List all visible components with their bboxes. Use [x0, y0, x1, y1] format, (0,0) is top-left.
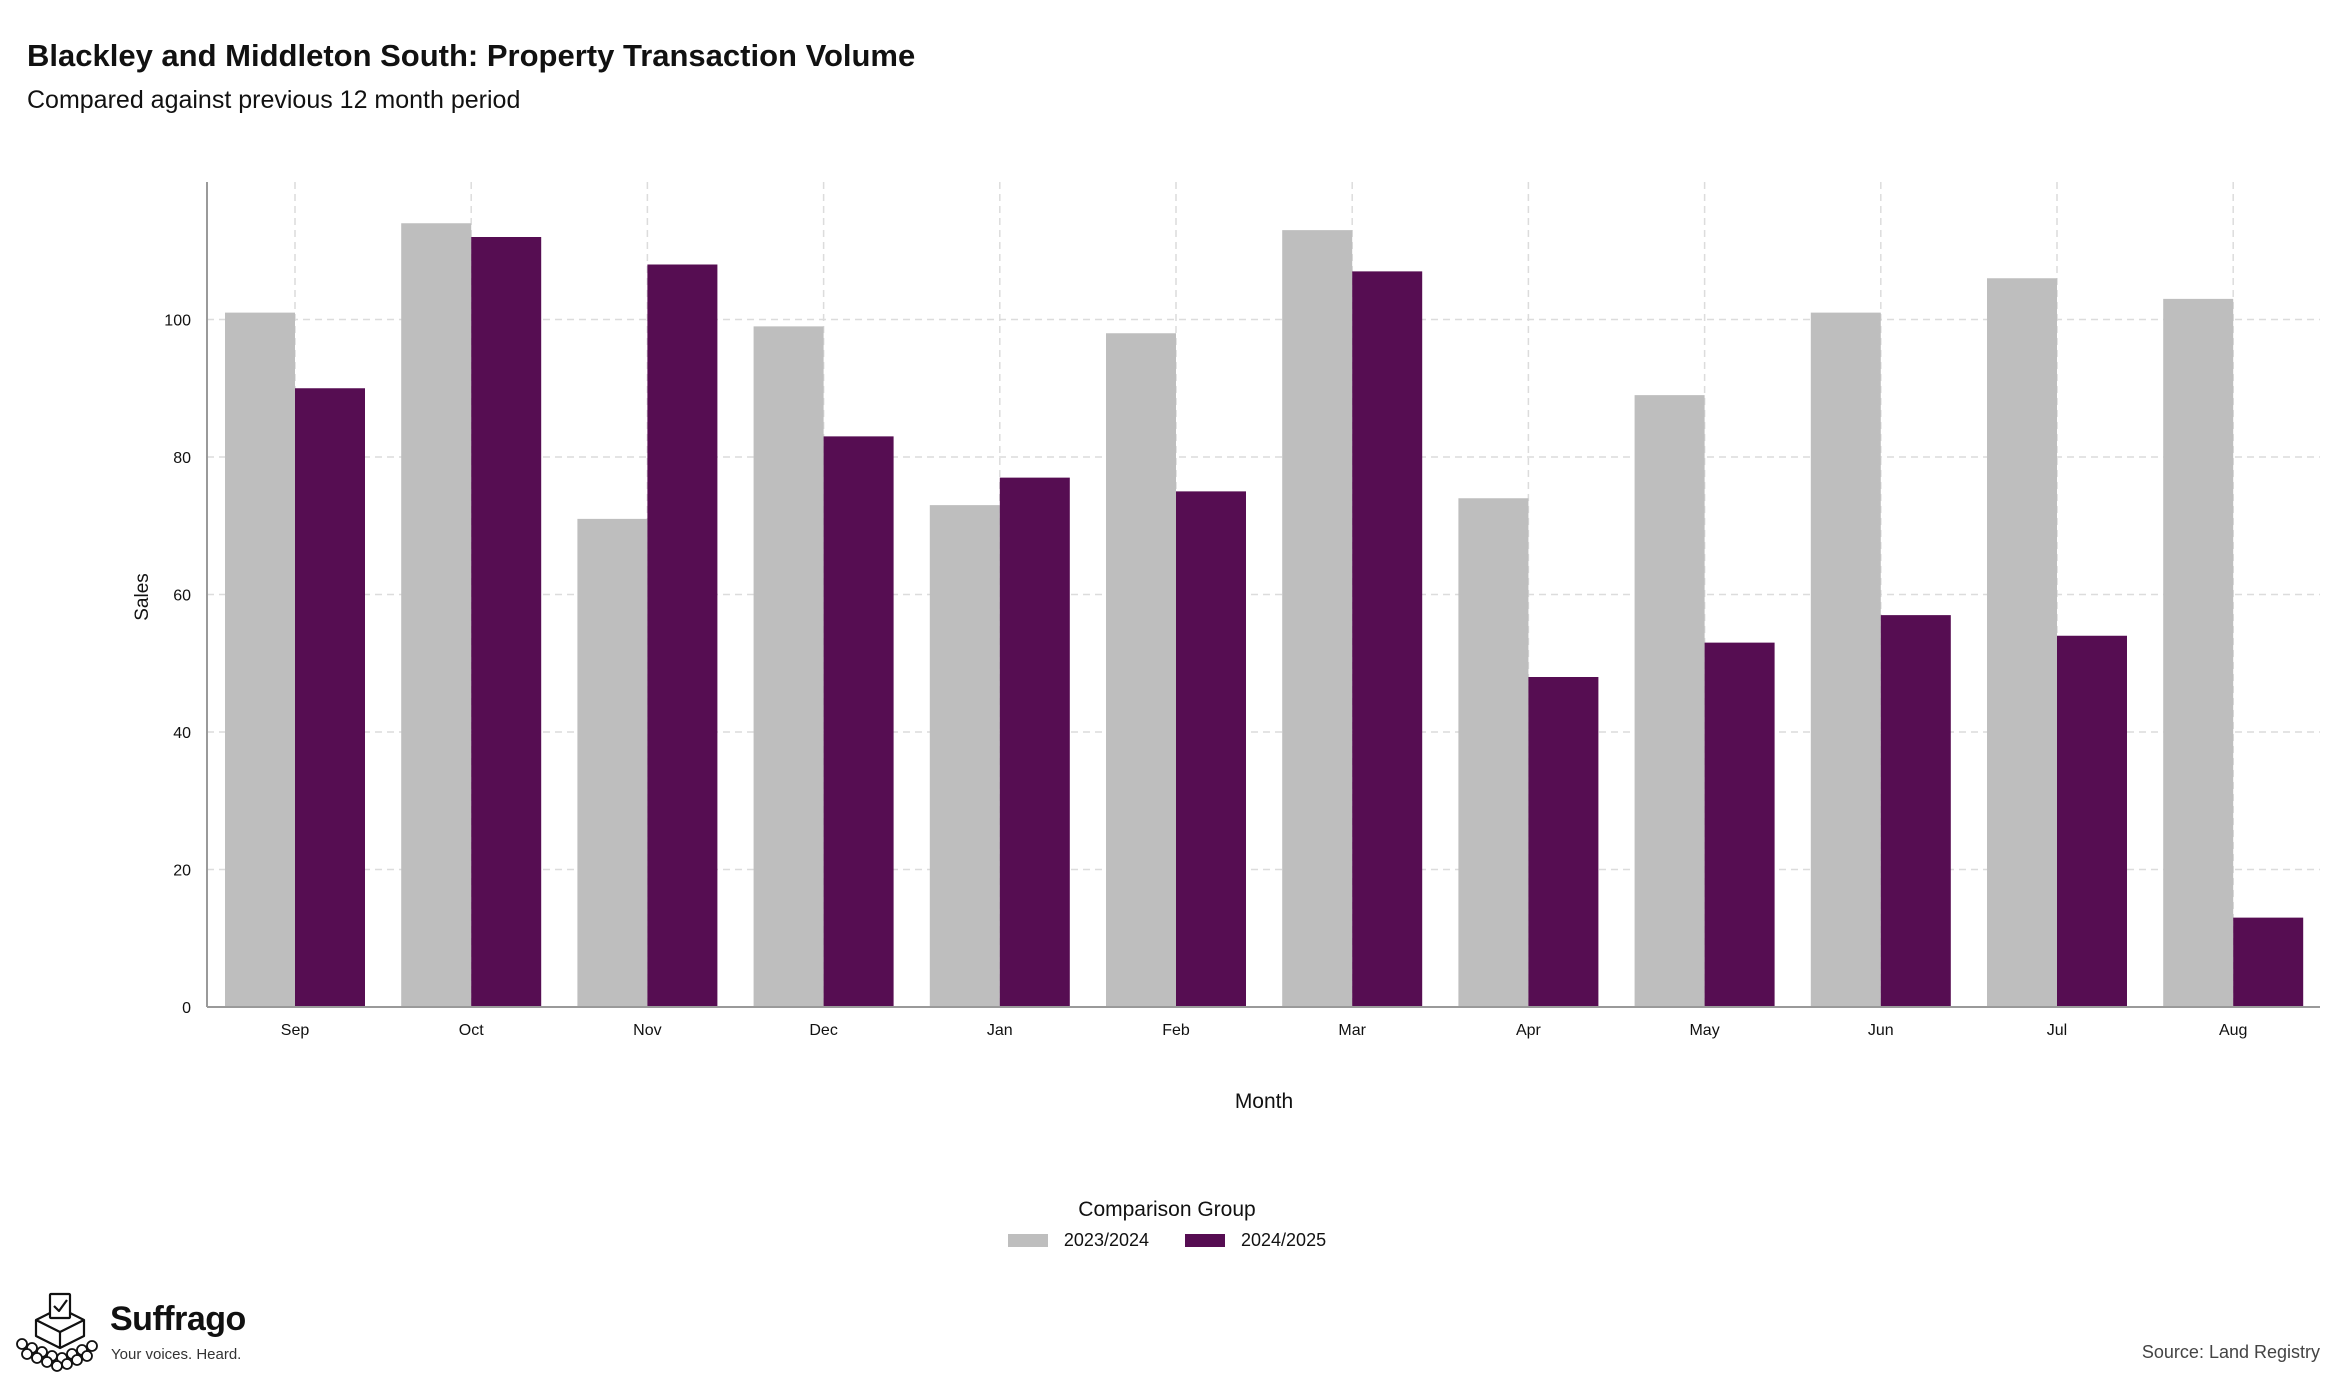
x-tick-label: Aug	[2219, 1022, 2247, 1039]
bar-chart: 0 20 40 60 80 100 Sep Oct Nov Dec Jan Feb Mar Apr May…	[132, 182, 2320, 1113]
legend-label-2023-2024: 2023/2024	[1063, 1230, 1149, 1250]
bar-2024-2025-apr	[1528, 677, 1599, 1007]
y-tick-labels: 0 20 40 60 80 100	[164, 313, 191, 1018]
bar-2023-2024-apr	[1458, 498, 1529, 1007]
x-tick-label: Oct	[459, 1022, 484, 1039]
bar-2024-2025-sep	[295, 388, 365, 1007]
x-tick-label: Sep	[281, 1022, 310, 1039]
legend-item-2024-2025: 2024/2025	[1185, 1230, 1326, 1251]
bar-2023-2024-feb	[1106, 333, 1176, 1007]
x-tick-label: Mar	[1338, 1022, 1366, 1039]
bar-2023-2024-jul	[1987, 278, 2057, 1007]
bar-2023-2024-may	[1634, 395, 1705, 1007]
chart-subtitle: Compared against previous 12 month perio…	[27, 86, 521, 114]
legend-label-2024-2025: 2024/2025	[1241, 1230, 1327, 1250]
bar-2023-2024-jun	[1810, 312, 1881, 1007]
y-tick-label: 60	[173, 588, 191, 605]
y-axis-label: Sales	[132, 573, 153, 621]
bar-2023-2024-jan	[929, 505, 1000, 1007]
bar-2024-2025-feb	[1176, 491, 1246, 1007]
bar-2024-2025-oct	[471, 237, 542, 1007]
x-tick-label: Jul	[2047, 1022, 2067, 1039]
y-tick-label: 20	[173, 863, 191, 880]
bar-2023-2024-mar	[1282, 230, 1353, 1007]
x-tick-label: Apr	[1516, 1022, 1542, 1039]
x-tick-label: Feb	[1162, 1022, 1190, 1039]
bar-2024-2025-mar	[1352, 271, 1423, 1007]
bar-2023-2024-sep	[225, 312, 295, 1007]
x-tick-label: Nov	[633, 1022, 661, 1039]
brand-name: Suffrago	[110, 1300, 246, 1338]
legend: Comparison Group 2023/2024 2024/2025	[0, 1198, 2334, 1251]
legend-item-2023-2024: 2023/2024	[1007, 1230, 1149, 1251]
y-tick-label: 40	[173, 725, 191, 742]
legend-items: 2023/2024 2024/2025	[0, 1230, 2334, 1251]
bar-2023-2024-oct	[401, 223, 472, 1007]
bars	[225, 223, 2304, 1007]
bar-2024-2025-nov	[647, 264, 718, 1007]
brand-tagline: Your voices. Heard.	[111, 1346, 242, 1363]
bar-2024-2025-jun	[1880, 615, 1951, 1007]
y-tick-label: 80	[173, 450, 191, 467]
y-tick-label: 100	[164, 313, 191, 330]
legend-swatch-2023-2024	[1007, 1234, 1048, 1247]
x-tick-label: Jun	[1868, 1022, 1894, 1039]
chart-title: Blackley and Middleton South: Property T…	[27, 38, 916, 73]
legend-title: Comparison Group	[1078, 1198, 1256, 1221]
bar-2023-2024-nov	[577, 518, 648, 1007]
bar-2024-2025-may	[1704, 642, 1775, 1007]
axes	[206, 182, 2320, 1008]
x-tick-label: Dec	[809, 1022, 837, 1039]
brand-logo: Suffrago Your voices. Heard.	[14, 1292, 274, 1372]
bar-2023-2024-dec	[753, 326, 824, 1007]
x-tick-labels: Sep Oct Nov Dec Jan Feb Mar Apr May Jun Jul Aug	[281, 1022, 2248, 1039]
x-axis-label: Month	[1235, 1090, 1293, 1113]
bar-2024-2025-dec	[823, 436, 894, 1007]
bar-2023-2024-aug	[2163, 298, 2234, 1007]
bar-2024-2025-aug	[2233, 917, 2304, 1007]
source-note: Source: Land Registry	[2141, 1342, 2320, 1362]
ballot-box-icon	[16, 1292, 98, 1372]
x-tick-label: Jan	[987, 1022, 1013, 1039]
bar-2024-2025-jul	[2057, 635, 2127, 1007]
x-tick-label: May	[1689, 1022, 1719, 1039]
y-tick-label: 0	[182, 1000, 191, 1017]
legend-swatch-2024-2025	[1185, 1234, 1225, 1247]
bar-2024-2025-jan	[999, 477, 1070, 1007]
